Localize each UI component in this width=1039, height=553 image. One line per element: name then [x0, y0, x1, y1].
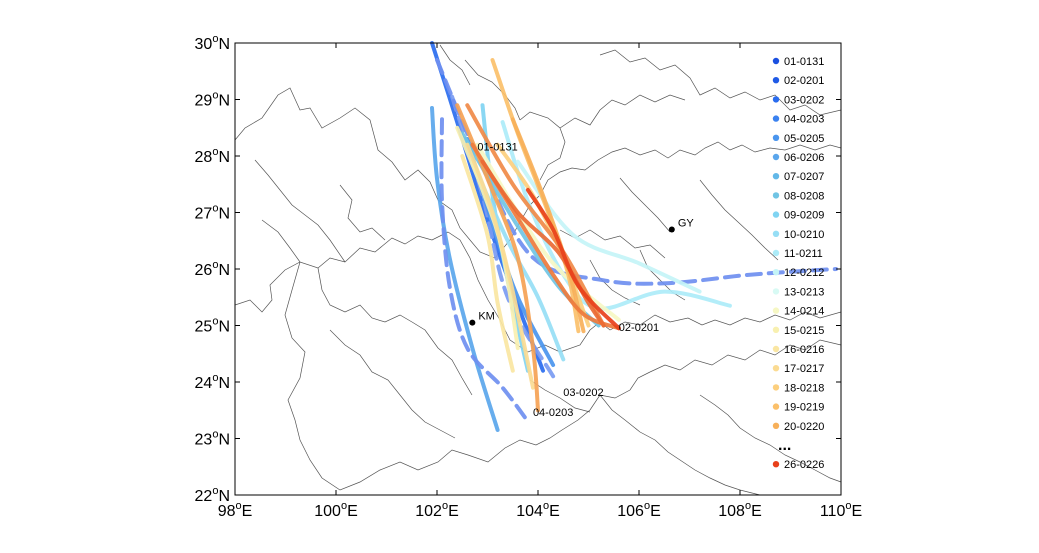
legend: 01-0131 02-0201 03-0202 04-0203 05-0205 06-02…: [772, 56, 824, 471]
legend-marker-16-0216: [772, 345, 780, 353]
x-tick-label-102: 102oE: [415, 500, 459, 520]
legend-label-26-0226: 26-0226: [784, 459, 824, 471]
legend-marker-15-0215: [772, 326, 780, 333]
y-tick-label-29: 29oN: [195, 90, 230, 110]
legend-ellipsis: ...: [778, 437, 791, 454]
y-tick-label-27: 27oN: [195, 203, 230, 223]
legend-label-11-0211: 11-0211: [784, 248, 823, 260]
legend-marker-06-0206: [772, 153, 780, 161]
legend-label-15-0215: 15-0215: [784, 325, 824, 337]
legend-label-16-0216: 16-0216: [784, 344, 824, 356]
plot-background: [235, 43, 841, 495]
legend-label-05-0205: 05-0205: [784, 133, 824, 145]
y-tick-label-25: 25oN: [195, 316, 230, 336]
y-tick-label-24: 24oN: [195, 372, 230, 392]
y-tick-label-28: 28oN: [195, 146, 230, 166]
legend-marker-02-0201: [772, 77, 780, 84]
track-label-03-0202: 03-0202: [563, 387, 603, 399]
legend-label-14-0214: 14-0214: [784, 306, 824, 318]
y-tick-label-23: 23oN: [195, 429, 230, 449]
legend-label-19-0219: 19-0219: [784, 402, 824, 414]
legend-label-06-0206: 06-0206: [784, 152, 824, 164]
legend-label-02-0201: 02-0201: [784, 75, 824, 87]
city-label-km: KM: [478, 311, 495, 323]
legend-label-07-0207: 07-0207: [784, 171, 824, 183]
x-tick-label-100: 100oE: [314, 500, 358, 520]
track-line-16: [495, 142, 591, 328]
legend-label-18-0218: 18-0218: [784, 382, 824, 394]
track-line-20: [465, 103, 606, 328]
legend-marker-13-0213: [772, 288, 780, 295]
legend-label-04-0203: 04-0203: [784, 114, 824, 126]
legend-marker-10-0210: [772, 230, 780, 237]
track-line-18: [510, 117, 586, 334]
track-line-22: [480, 159, 606, 328]
legend-marker-18-0218: [772, 384, 780, 391]
legend-label-10-0210: 10-0210: [784, 229, 824, 241]
legend-marker-14-0214: [772, 307, 780, 314]
track-line-3: [439, 117, 530, 424]
legend-marker-07-0207: [772, 173, 780, 180]
legend-marker-20-0220: [772, 422, 780, 429]
x-tick-label-108: 108oE: [718, 500, 762, 520]
legend-label-17-0217: 17-0217: [784, 363, 824, 375]
legend-label-12-0212: 12-0212: [784, 267, 824, 279]
y-axis-ticks: 30oN 29oN 28oN 27oN 26oN 25oN 24oN 23oN 22oN: [195, 33, 841, 505]
x-tick-label-104: 104oE: [516, 500, 560, 520]
x-tick-label-98: 98oE: [218, 500, 253, 520]
legend-marker-17-0217: [772, 365, 780, 372]
legend-marker-04-0203: [772, 115, 780, 122]
x-tick-label-106: 106oE: [617, 500, 661, 520]
track-line-15: [465, 142, 535, 390]
legend-marker-11-0211: [772, 249, 780, 257]
legend-marker-05-0205: [772, 134, 780, 141]
province-boundaries: [234, 44, 842, 496]
legend-label-08-0208: 08-0208: [784, 190, 824, 202]
legend-label-03-0202: 03-0202: [784, 94, 824, 106]
track-line-14: [460, 154, 515, 373]
y-tick-label-30: 30oN: [195, 33, 230, 53]
legend-marker-08-0208: [772, 192, 780, 199]
city-markers: KM GY: [469, 217, 695, 326]
city-dot-km: [469, 319, 476, 326]
legend-marker-19-0219: [772, 403, 780, 410]
precipitation-tracks: [430, 41, 838, 432]
track-label-02-0201: 02-0201: [619, 322, 659, 334]
legend-label-09-0209: 09-0209: [784, 210, 824, 222]
y-tick-label-26: 26oN: [195, 259, 230, 279]
legend-marker-09-0209: [772, 211, 780, 218]
track-label-01-0131: 01-0131: [477, 141, 517, 153]
legend-label-20-0220: 20-0220: [784, 421, 824, 433]
track-line-1: [430, 106, 500, 432]
track-annotations: 01-0131 02-0201 03-0202 04-0203: [477, 141, 659, 419]
city-label-gy: GY: [678, 217, 695, 229]
legend-marker-26-0226: [772, 461, 780, 468]
track-label-04-0203: 04-0203: [533, 407, 573, 419]
legend-marker-03-0202: [772, 96, 780, 103]
legend-marker-01-0131: [772, 57, 780, 65]
legend-label-13-0213: 13-0213: [784, 286, 824, 298]
x-axis-ticks: 98oE 100oE 102oE 104oE 106oE 108oE 110oE: [218, 43, 862, 520]
city-dot-gy: [668, 226, 675, 233]
legend-marker-12-0212: [772, 269, 780, 276]
track-line-23: [525, 187, 621, 331]
y-tick-label-22: 22oN: [195, 485, 230, 505]
x-tick-label-110: 110oE: [820, 500, 862, 520]
legend-label-01-0131: 01-0131: [784, 56, 824, 68]
